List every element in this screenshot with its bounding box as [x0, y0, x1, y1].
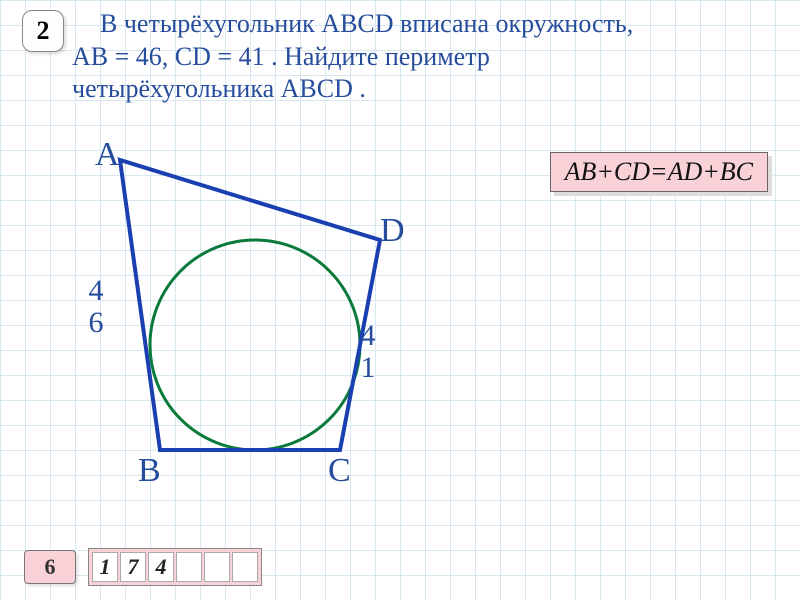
vertex-A: A	[95, 136, 120, 174]
slot-3[interactable]: 4	[148, 552, 174, 582]
answer-badge-value: 6	[45, 554, 56, 580]
slot-5[interactable]	[204, 552, 230, 582]
slot-4[interactable]	[176, 552, 202, 582]
inscribed-circle	[150, 240, 360, 450]
geometry-diagram: A B C D 46 41	[50, 130, 430, 510]
answer-bar: 6 1 7 4	[24, 548, 262, 586]
answer-badge: 6	[24, 550, 76, 584]
problem-number-badge: 2	[22, 10, 64, 52]
slot-6[interactable]	[232, 552, 258, 582]
problem-statement: В четырёхугольник ABCD вписана окружност…	[72, 8, 788, 106]
formula-box: AB+CD=AD+BC	[550, 152, 768, 192]
answer-slots: 1 7 4	[88, 548, 262, 586]
slot-2[interactable]: 7	[120, 552, 146, 582]
formula-text: AB+CD=AD+BC	[565, 157, 753, 186]
side-label-CD: 41	[356, 320, 380, 383]
problem-number: 2	[37, 16, 50, 46]
vertex-D: D	[380, 212, 405, 250]
problem-line1: В четырёхугольник ABCD вписана окружност…	[72, 8, 788, 41]
slot-1[interactable]: 1	[92, 552, 118, 582]
side-label-AB: 46	[84, 275, 108, 338]
problem-line2: AB = 46, CD = 41 . Найдите периметр	[72, 41, 788, 74]
problem-line3: четырёхугольника ABCD .	[72, 73, 788, 106]
vertex-B: B	[138, 452, 161, 490]
vertex-C: C	[328, 452, 351, 490]
